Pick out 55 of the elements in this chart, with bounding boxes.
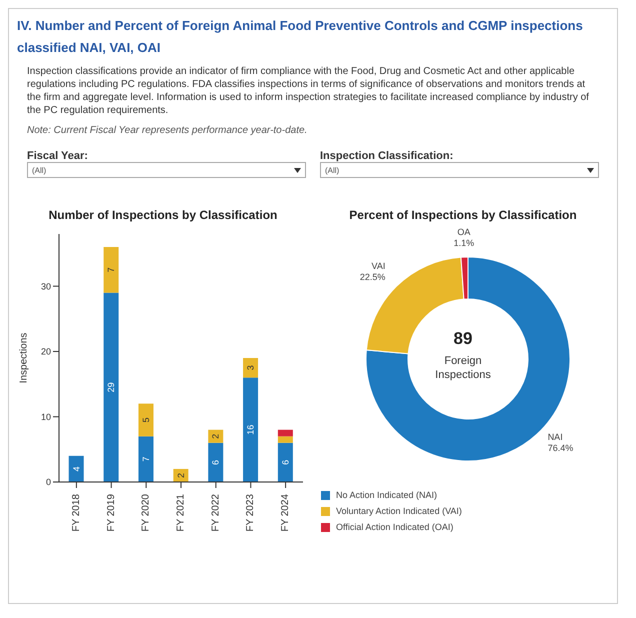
data-label: 7 bbox=[106, 267, 116, 272]
x-tick-label: FY 2021 bbox=[176, 494, 186, 532]
y-tick-label: 0 bbox=[46, 477, 51, 488]
data-label: 2 bbox=[176, 472, 186, 478]
data-label: 22.5% bbox=[360, 272, 386, 282]
bar bbox=[138, 404, 154, 436]
data-label: 2 bbox=[210, 434, 221, 439]
bar bbox=[208, 430, 224, 443]
y-tick-label: 10 bbox=[40, 412, 51, 422]
x-tick-label: FY 2022 bbox=[210, 494, 222, 532]
legend-label: No Action Indicated (NAI) bbox=[336, 490, 438, 500]
slice-label: OA bbox=[457, 227, 470, 238]
bar bbox=[138, 436, 154, 482]
data-label: 3 bbox=[246, 365, 256, 370]
text: Note: Current Fiscal Year represents performance year-to-date. bbox=[27, 125, 308, 136]
text: Fiscal Year: bbox=[27, 150, 89, 162]
data-label: 6 bbox=[210, 460, 221, 465]
bar bbox=[104, 247, 119, 293]
data-label: 7 bbox=[140, 456, 151, 462]
text: Inspection Classification: bbox=[320, 150, 454, 162]
bar bbox=[68, 456, 84, 482]
data-label: 5 bbox=[140, 417, 151, 423]
y-tick-label: 20 bbox=[40, 346, 51, 357]
x-tick-label: FY 2020 bbox=[140, 494, 152, 532]
legend-label: Official Action Indicated (OAI) bbox=[336, 522, 454, 532]
slice-label: NAI bbox=[548, 432, 563, 442]
text: 89 bbox=[454, 329, 472, 348]
text: (All) bbox=[32, 166, 46, 174]
data-label: 16 bbox=[246, 424, 256, 435]
chart-title: Percent of Inspections by Classification bbox=[348, 208, 578, 222]
y-axis-title: Inspections bbox=[18, 332, 30, 384]
bar bbox=[278, 430, 293, 436]
text: Inspection classifications provide an indicator of firm compliance with the Food, Drug and Cosmetic Act and other applicable regulations including PC regulations. FDA classifies inspections in terms of significance of observations and monitors trends at the firm and aggregate level. Information is used to inform inspection strategies to facilitate increased compliance by industry of the PC regulation requirements. bbox=[27, 65, 590, 117]
text: (All) bbox=[325, 166, 340, 174]
data-label: 76.4% bbox=[548, 443, 574, 454]
bar bbox=[243, 358, 258, 378]
x-tick-label: FY 2024 bbox=[280, 494, 292, 532]
chart-title: Number of Inspections by Classification bbox=[48, 208, 278, 222]
bar bbox=[278, 436, 293, 443]
text: IV. Number and Percent of Foreign Animal Food Preventive Controls and CGMP inspections classified NAI, VAI, OAI bbox=[17, 17, 584, 57]
data-label: 1.1% bbox=[454, 238, 474, 248]
bar bbox=[243, 378, 258, 482]
data-label: 6 bbox=[280, 460, 290, 465]
data-label: 29 bbox=[106, 382, 116, 392]
y-tick-label: 30 bbox=[40, 281, 51, 292]
bar bbox=[104, 292, 119, 482]
x-tick-label: FY 2018 bbox=[70, 494, 82, 532]
legend-label: Voluntary Action Indicated (VAI) bbox=[336, 506, 462, 516]
x-tick-label: FY 2023 bbox=[245, 494, 256, 532]
text: Foreign Inspections bbox=[435, 355, 492, 381]
bar bbox=[278, 442, 293, 482]
data-label: 4 bbox=[71, 466, 82, 472]
bar bbox=[208, 442, 224, 482]
slice-label: VAI bbox=[372, 260, 386, 271]
x-tick-label: FY 2019 bbox=[106, 494, 117, 532]
